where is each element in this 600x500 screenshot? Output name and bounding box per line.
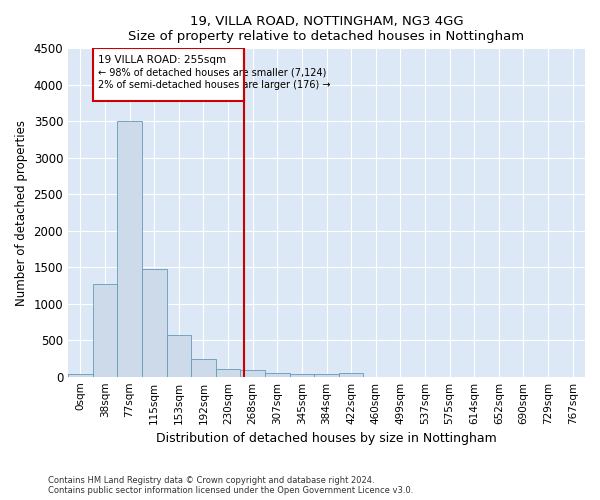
Title: 19, VILLA ROAD, NOTTINGHAM, NG3 4GG
Size of property relative to detached houses: 19, VILLA ROAD, NOTTINGHAM, NG3 4GG Size… [128, 15, 524, 43]
Bar [290, 374, 314, 376]
Bar [265, 372, 290, 376]
Bar [92, 48, 244, 101]
Bar [241, 370, 265, 376]
Bar [216, 368, 241, 376]
Bar [191, 359, 216, 376]
Bar [68, 374, 92, 376]
Bar [117, 122, 142, 376]
Text: 2% of semi-detached houses are larger (176) →: 2% of semi-detached houses are larger (1… [98, 80, 330, 90]
X-axis label: Distribution of detached houses by size in Nottingham: Distribution of detached houses by size … [156, 432, 497, 445]
Text: 19 VILLA ROAD: 255sqm: 19 VILLA ROAD: 255sqm [98, 55, 226, 65]
Text: ← 98% of detached houses are smaller (7,124): ← 98% of detached houses are smaller (7,… [98, 68, 326, 78]
Text: Contains HM Land Registry data © Crown copyright and database right 2024.
Contai: Contains HM Land Registry data © Crown c… [48, 476, 413, 495]
Bar [142, 268, 167, 376]
Bar [92, 284, 117, 376]
Y-axis label: Number of detached properties: Number of detached properties [15, 120, 28, 306]
Bar [167, 334, 191, 376]
Bar [314, 374, 339, 376]
Bar [339, 372, 364, 376]
